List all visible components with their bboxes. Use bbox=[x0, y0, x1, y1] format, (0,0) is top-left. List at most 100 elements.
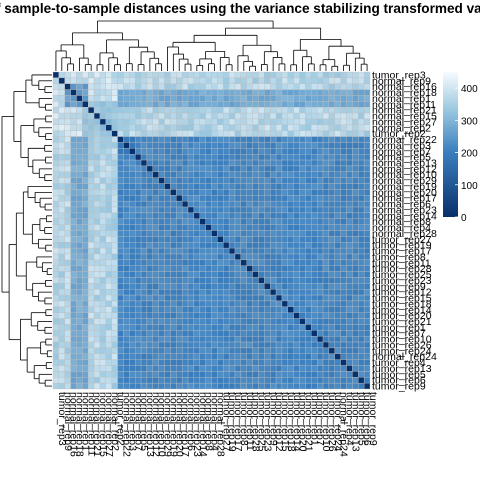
heatmap-cell bbox=[70, 148, 77, 155]
row-label: tumor_rep4 bbox=[372, 357, 426, 369]
heatmap-cell bbox=[52, 265, 60, 272]
heatmap-cell bbox=[181, 353, 189, 360]
heatmap-cell bbox=[64, 347, 71, 354]
heatmap-cell bbox=[58, 107, 65, 114]
heatmap-cell bbox=[158, 189, 165, 196]
heatmap-cell bbox=[99, 112, 107, 120]
heatmap-cell bbox=[76, 71, 83, 79]
heatmap-cell bbox=[123, 195, 130, 202]
heatmap-cell bbox=[99, 371, 107, 378]
heatmap-cell bbox=[117, 377, 124, 384]
heatmap-cell bbox=[363, 200, 371, 208]
heatmap-cell bbox=[76, 77, 83, 84]
heatmap-cell bbox=[316, 212, 324, 219]
heatmap-cell bbox=[258, 306, 265, 313]
heatmap-cell bbox=[205, 130, 212, 137]
heatmap-cell bbox=[146, 330, 153, 337]
heatmap-cell bbox=[82, 195, 89, 202]
heatmap-cell bbox=[187, 324, 195, 331]
heatmap-cell bbox=[58, 165, 65, 172]
heatmap-cell bbox=[205, 353, 212, 360]
heatmap-cell bbox=[64, 318, 71, 325]
heatmap-cell bbox=[76, 89, 83, 96]
heatmap-cell bbox=[82, 212, 89, 219]
heatmap-cell bbox=[340, 154, 347, 161]
heatmap-cell bbox=[363, 259, 371, 266]
heatmap-cell bbox=[217, 154, 224, 161]
heatmap-cell bbox=[316, 265, 324, 272]
heatmap-cell bbox=[258, 130, 265, 137]
heatmap-cell bbox=[358, 265, 365, 272]
column-label: normal_rep4 bbox=[209, 392, 221, 451]
heatmap-cell bbox=[135, 95, 142, 102]
heatmap-cell bbox=[264, 330, 271, 337]
heatmap-cell bbox=[176, 300, 183, 307]
heatmap-cell bbox=[187, 71, 195, 79]
heatmap-cell bbox=[246, 259, 253, 266]
heatmap-cell bbox=[211, 124, 218, 131]
heatmap-cell bbox=[187, 347, 195, 354]
heatmap-cell bbox=[346, 359, 353, 366]
heatmap-cell bbox=[358, 371, 365, 378]
heatmap-cell bbox=[70, 83, 77, 90]
heatmap-cell bbox=[105, 289, 112, 296]
heatmap-cell bbox=[293, 224, 300, 231]
heatmap-cell bbox=[140, 71, 148, 79]
heatmap-cell bbox=[76, 324, 83, 331]
heatmap-cell bbox=[111, 177, 118, 184]
heatmap-cell bbox=[76, 247, 83, 255]
heatmap-cell bbox=[217, 300, 224, 307]
heatmap-cell bbox=[82, 318, 89, 325]
heatmap-cell bbox=[299, 89, 306, 96]
heatmap-cell bbox=[223, 159, 230, 167]
heatmap-cell bbox=[363, 318, 371, 325]
heatmap-cell bbox=[187, 353, 195, 360]
heatmap-cell bbox=[322, 101, 330, 108]
heatmap-cell bbox=[181, 218, 189, 225]
heatmap-cell bbox=[240, 118, 247, 126]
heatmap-cell bbox=[64, 148, 71, 155]
heatmap-cell bbox=[88, 142, 95, 149]
heatmap-cell bbox=[264, 159, 271, 167]
heatmap-cell bbox=[146, 294, 153, 302]
heatmap-cell bbox=[111, 324, 118, 331]
heatmap-cell bbox=[140, 200, 148, 208]
heatmap-cell bbox=[346, 318, 353, 325]
heatmap-cell bbox=[223, 218, 230, 225]
heatmap-cell bbox=[105, 324, 112, 331]
heatmap-cell bbox=[358, 212, 365, 219]
heatmap-cell bbox=[223, 271, 230, 278]
heatmap-cell bbox=[223, 377, 230, 384]
heatmap-cell bbox=[52, 112, 60, 120]
heatmap-cell bbox=[240, 71, 247, 79]
heatmap-cell bbox=[129, 159, 136, 167]
heatmap-cell bbox=[258, 382, 265, 390]
heatmap-cell bbox=[270, 294, 277, 302]
heatmap-cell bbox=[264, 107, 271, 114]
heatmap-cell bbox=[346, 259, 353, 266]
heatmap-cell bbox=[52, 101, 60, 108]
heatmap-cell bbox=[140, 107, 148, 114]
heatmap-cell bbox=[275, 107, 283, 114]
heatmap-cell bbox=[64, 265, 71, 272]
heatmap-cell bbox=[322, 89, 330, 96]
heatmap-cell bbox=[264, 212, 271, 219]
heatmap-cell bbox=[228, 189, 236, 196]
heatmap-cell bbox=[334, 218, 341, 225]
heatmap-cell bbox=[105, 218, 112, 225]
heatmap-cell bbox=[82, 271, 89, 278]
heatmap-cell bbox=[146, 130, 153, 137]
heatmap-cell bbox=[211, 259, 218, 266]
heatmap-cell bbox=[305, 142, 312, 149]
heatmap-cell bbox=[275, 83, 283, 90]
heatmap-cell bbox=[111, 101, 118, 108]
heatmap-cell bbox=[135, 171, 142, 178]
heatmap-cell bbox=[270, 107, 277, 114]
heatmap-cell bbox=[152, 171, 159, 178]
heatmap-cell bbox=[340, 341, 347, 349]
heatmap-cell bbox=[287, 148, 294, 155]
heatmap-cell bbox=[358, 218, 365, 225]
heatmap-cell bbox=[264, 236, 271, 243]
heatmap-cell bbox=[299, 259, 306, 266]
heatmap-cell bbox=[199, 112, 206, 120]
